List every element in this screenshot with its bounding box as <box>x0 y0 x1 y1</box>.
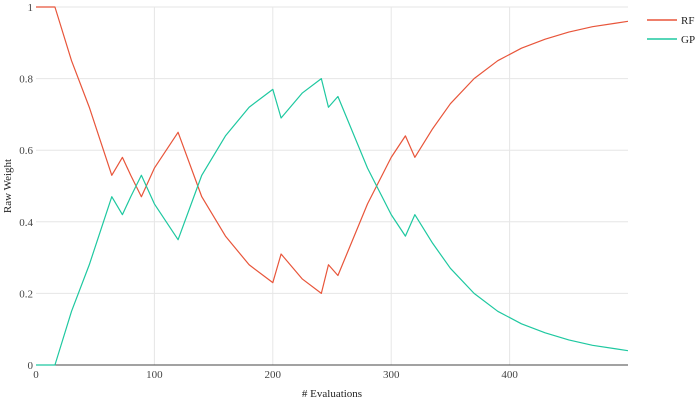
tick-labels: 0 100 200 300 400 0 0.2 0.4 0.6 0.8 1 <box>19 2 518 381</box>
x-tick-label: 0 <box>33 369 39 381</box>
legend-label-rf: RF <box>681 15 694 27</box>
y-tick-label: 1 <box>28 2 34 14</box>
y-tick-label: 0 <box>28 360 34 372</box>
legend: RF GP <box>647 15 695 46</box>
legend-label-gp: GP <box>681 34 695 46</box>
y-tick-label: 0.4 <box>19 217 33 229</box>
y-tick-label: 0.2 <box>19 288 33 300</box>
grid-lines <box>36 6 628 366</box>
x-tick-label: 100 <box>146 369 163 381</box>
series-line-gp <box>36 77 628 366</box>
series-line-rf <box>36 6 628 294</box>
plot-area <box>36 6 628 366</box>
y-tick-label: 0.6 <box>19 145 33 157</box>
x-tick-label: 400 <box>501 369 518 381</box>
y-tick-label: 0.8 <box>19 74 33 86</box>
y-axis-title: Raw Weight <box>2 159 14 213</box>
x-axis-title: # Evaluations <box>302 388 362 400</box>
x-tick-label: 200 <box>265 369 282 381</box>
x-tick-label: 300 <box>383 369 400 381</box>
